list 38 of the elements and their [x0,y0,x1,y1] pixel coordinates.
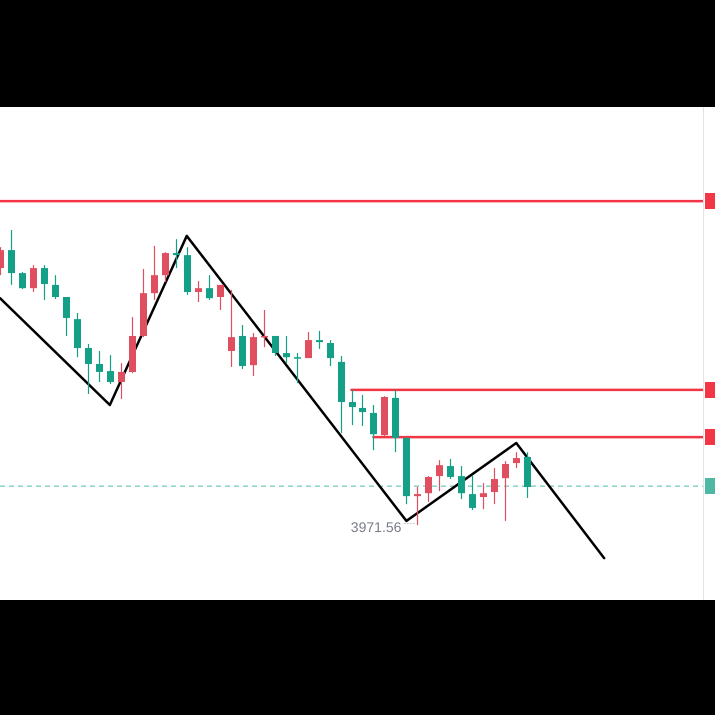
candlestick [282,335,290,364]
candlestick [62,296,70,337]
candlestick [436,460,444,492]
candlestick [348,389,356,426]
candlestick [216,284,224,311]
candlestick [84,343,92,395]
candlestick [502,460,510,522]
candlestick [272,335,280,357]
candlestick [512,452,520,469]
candlestick [206,274,214,301]
candlestick [446,458,454,480]
candlestick [458,465,466,500]
candlestick [358,394,366,427]
candlestick [52,274,60,300]
candlestick [162,252,170,283]
candlestick [490,468,498,505]
candlestick [150,245,158,301]
candlestick [370,404,378,451]
candlestick [194,280,202,303]
candlestick [326,339,334,367]
candlestick [228,289,236,368]
candlestick [96,350,104,383]
candlestick [106,354,114,385]
candlestick [8,229,16,286]
candlestick [424,475,432,503]
candlestick [294,352,302,384]
candlestick [414,486,422,526]
candlestick [172,238,180,269]
candlestick [30,264,38,293]
candlestick [480,482,488,510]
candlestick [304,332,312,359]
candlestick [118,362,126,400]
candlestick [260,309,268,348]
candlestick [316,330,324,350]
candlestick [18,271,26,290]
candlestick [468,474,476,511]
annotation: 3971.56 [350,518,402,535]
candlestick [40,264,48,301]
